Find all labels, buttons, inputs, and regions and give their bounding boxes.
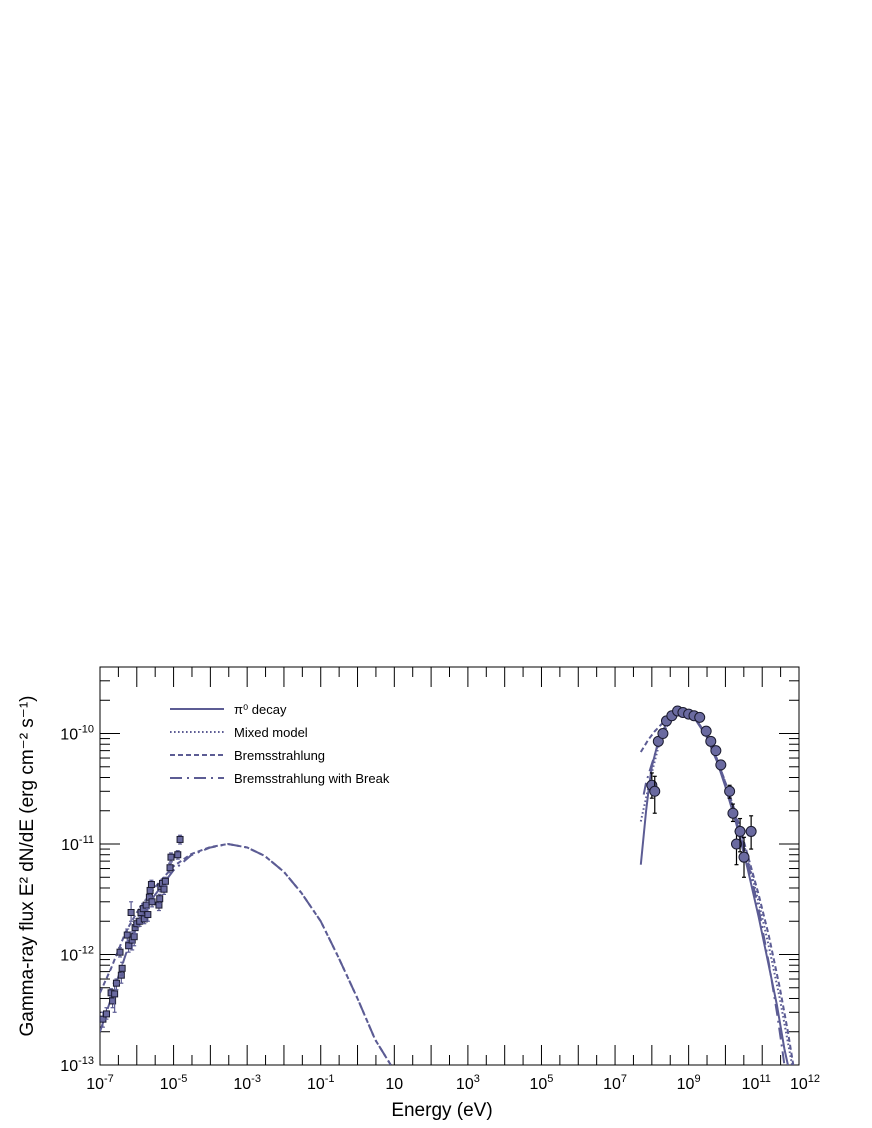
data-point-square <box>127 908 135 916</box>
data-point-square <box>146 886 154 894</box>
y-tick-label: 10-10 <box>60 724 94 744</box>
data-points <box>99 705 757 1028</box>
model-curves <box>100 709 795 1065</box>
legend: π⁰ decay Mixed model Bremsstrahlung Bremsst… <box>170 702 390 786</box>
data-point-square <box>156 895 164 903</box>
legend-label: Bremsstrahlung with Break <box>234 771 390 786</box>
data-point-circle <box>734 825 746 837</box>
data-point-square <box>102 1010 110 1018</box>
plot-frame <box>99 666 800 1066</box>
x-tick-label: 109 <box>677 1073 701 1093</box>
data-point-square <box>160 885 168 893</box>
x-tick-label: 10-3 <box>233 1073 261 1093</box>
data-point-square <box>118 964 126 972</box>
legend-label: π⁰ decay <box>234 702 287 717</box>
x-tick-label: 1012 <box>790 1073 820 1093</box>
x-tick-label: 10-7 <box>86 1073 114 1093</box>
data-point-square <box>148 898 156 906</box>
model-curve-solid <box>639 709 789 1065</box>
data-point-circle <box>700 725 712 737</box>
legend-label: Bremsstrahlung <box>234 748 325 763</box>
data-point-square <box>116 948 124 956</box>
data-point-square <box>142 901 150 909</box>
x-tick-label: 10-5 <box>160 1073 188 1093</box>
y-axis-label: Gamma-ray flux E² dN/dE (erg cm⁻² s⁻¹) <box>17 696 38 1037</box>
x-tick-label: 105 <box>530 1073 554 1093</box>
y-tick-label: 10-11 <box>61 834 94 854</box>
y-tick-label: 10-12 <box>60 945 94 965</box>
data-point-square <box>174 851 182 859</box>
data-point-square <box>130 933 138 941</box>
data-point-square <box>176 835 184 843</box>
model-curve-longdashdot <box>100 842 392 1065</box>
data-point-circle <box>730 838 742 850</box>
data-point-square <box>112 979 120 987</box>
x-tick-label: 10-1 <box>307 1073 335 1093</box>
data-point-circle <box>715 759 727 771</box>
data-point-square <box>111 990 119 998</box>
data-point-circle <box>694 711 706 723</box>
data-point-circle <box>727 807 739 819</box>
data-point-square <box>147 881 155 889</box>
x-tick-label: 10 <box>385 1076 403 1093</box>
data-point-square <box>109 997 117 1005</box>
data-point-square <box>161 877 169 885</box>
x-tick-labels: 10-7 10-5 10-3 10-1 10 103 105 107 109 1011 1012 <box>86 1073 820 1093</box>
y-tick-label: 10-13 <box>60 1055 94 1075</box>
model-curve-dashed <box>639 710 795 1065</box>
data-point-circle <box>710 745 722 757</box>
x-axis-label: Energy (eV) <box>391 1100 492 1121</box>
data-point-square <box>167 853 175 861</box>
x-tick-label: 1011 <box>742 1073 771 1093</box>
model-curve-longdashdot <box>642 710 786 1065</box>
data-point-square <box>144 911 152 919</box>
data-point-circle <box>649 785 661 797</box>
data-point-square <box>166 864 174 872</box>
data-point-circle <box>705 735 717 747</box>
model-curve-dashed <box>100 842 392 1065</box>
model-curve-dotted <box>639 710 794 1065</box>
data-point-circle <box>657 728 669 740</box>
data-point-circle <box>745 825 757 837</box>
y-tick-labels: 10-13 10-12 10-11 10-10 <box>60 724 94 1075</box>
data-point-circle <box>724 785 736 797</box>
legend-label: Mixed model <box>234 725 308 740</box>
data-point-square <box>125 942 133 950</box>
data-point-circle <box>738 851 750 863</box>
data-point-square <box>123 931 131 939</box>
x-tick-label: 103 <box>456 1073 480 1093</box>
axis-ticks <box>99 666 800 1066</box>
x-tick-label: 107 <box>603 1073 627 1093</box>
